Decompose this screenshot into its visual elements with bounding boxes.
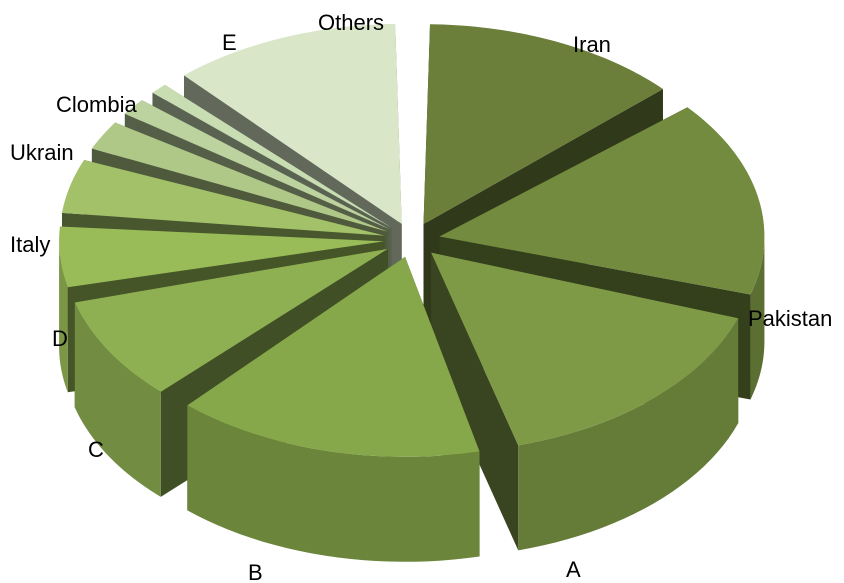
slice-label-iran: Iran <box>573 32 611 57</box>
slice-top-clombia <box>124 100 390 230</box>
slice-label-italy: Italy <box>10 232 50 257</box>
slice-rim-b <box>187 405 480 562</box>
slice-label-ukrain: Ukrain <box>10 140 74 165</box>
slice-top-b <box>187 256 480 457</box>
slice-b <box>187 256 480 562</box>
slice-label-e: E <box>222 30 237 55</box>
slice-label-b: B <box>248 560 263 583</box>
slice-rim-c <box>74 302 161 497</box>
slice-rim-pakistan <box>750 236 765 400</box>
slice-top-a <box>431 252 739 446</box>
slice-label-pakistan: Pakistan <box>748 306 832 331</box>
slice-top-italy <box>61 159 385 236</box>
pie-slices <box>59 23 765 562</box>
slice-top-others <box>183 23 402 224</box>
slice-rim-d <box>59 241 68 393</box>
slice-top-pakistan <box>439 107 765 295</box>
slice-top-d <box>59 226 385 288</box>
slice-a <box>431 252 739 551</box>
slice-rim-a <box>518 318 739 551</box>
slice-wall-a-1 <box>431 252 519 551</box>
slice-label-d: D <box>52 326 68 351</box>
slice-top-e <box>152 84 392 228</box>
slice-top-iran <box>423 24 663 225</box>
slice-label-c: C <box>88 437 104 462</box>
slice-top-ukrain <box>91 122 388 232</box>
slice-label-a: A <box>566 557 581 582</box>
slice-label-clombia: Clombia <box>56 92 137 117</box>
pie-labels: Iran Pakistan A B C D Italy Ukrain Clomb… <box>10 10 832 583</box>
slice-label-others: Others <box>318 10 384 35</box>
slice-top-c <box>74 248 388 392</box>
